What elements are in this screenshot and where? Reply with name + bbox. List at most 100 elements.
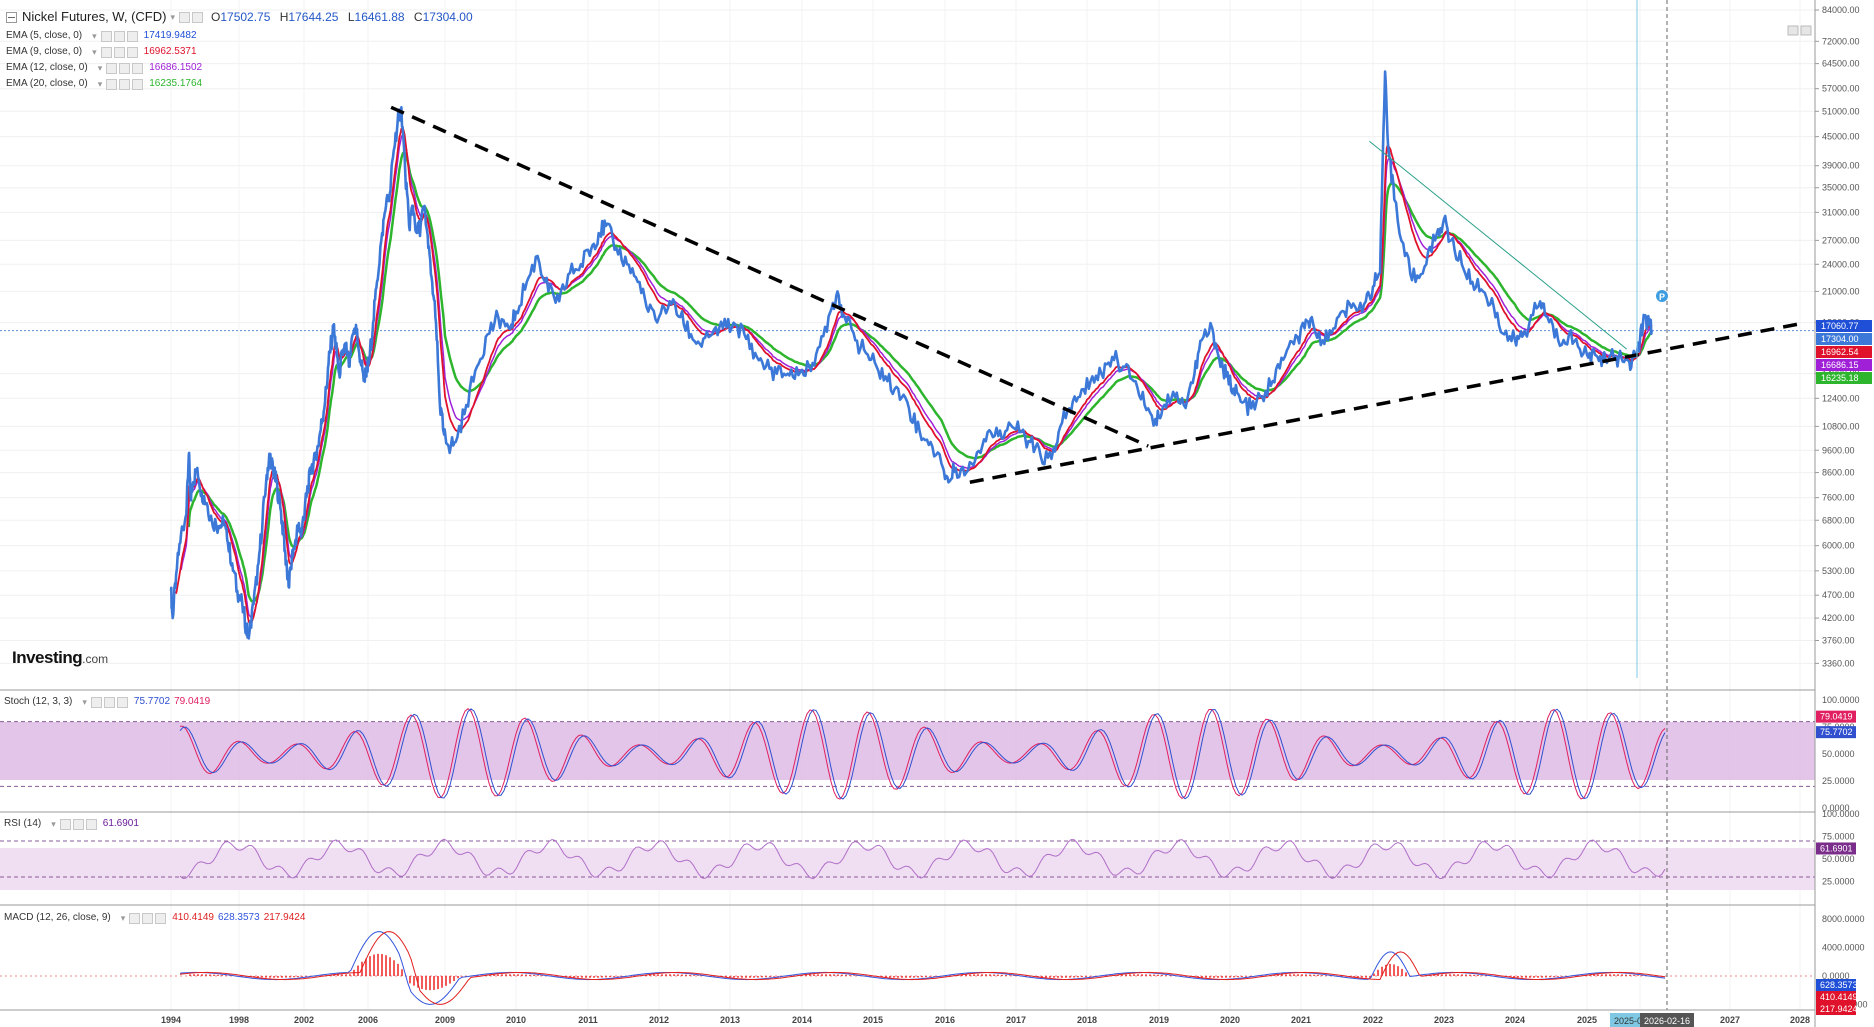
chart-button-1[interactable]	[1787, 25, 1799, 36]
trend-line-2	[969, 322, 1801, 484]
time-tick-label: 2013	[720, 1015, 740, 1025]
close-icon[interactable]	[132, 78, 144, 90]
symbol-title: Nickel Futures, W, (CFD)	[22, 9, 167, 24]
settings-icon[interactable]	[106, 62, 118, 74]
collapse-icon[interactable]	[6, 11, 17, 23]
stoch-tick-label: 50.0000	[1822, 749, 1855, 759]
chevron-down-icon[interactable]: ▾	[97, 63, 103, 73]
macd-badge-box	[1816, 979, 1856, 991]
time-tick-label: 2025	[1577, 1015, 1597, 1025]
settings-icon[interactable]	[59, 818, 71, 830]
price-tick-label: 21000.00	[1822, 286, 1860, 296]
chevron-down-icon[interactable]: ▾	[51, 819, 56, 829]
time-tick-label: 1998	[229, 1015, 249, 1025]
settings-icon[interactable]	[179, 11, 190, 23]
legend-ema9[interactable]: EMA (9, close, 0) ▾ 16962.5371	[6, 44, 479, 60]
price-tick-label: 3760.00	[1822, 636, 1855, 646]
hide-icon[interactable]	[113, 30, 125, 42]
stoch-k-line	[179, 708, 1666, 800]
macd-badge-box	[1816, 991, 1856, 1003]
chart-button-2[interactable]	[1800, 25, 1812, 36]
time-tick-label: 2002	[294, 1015, 314, 1025]
chart-corner-buttons[interactable]	[1787, 25, 1812, 36]
hide-icon[interactable]	[192, 11, 203, 23]
legend-title-row: Nickel Futures, W, (CFD) ▾ O17502.75 H17…	[6, 6, 479, 28]
low-key: L	[347, 10, 355, 24]
legend-ema5[interactable]: EMA (5, close, 0) ▾ 17419.9482	[6, 28, 479, 44]
chevron-down-icon[interactable]: ▾	[82, 697, 87, 707]
close-value: 17304.00	[422, 10, 473, 24]
legend-ema20[interactable]: EMA (20, close, 0) ▾ 16235.1764	[6, 76, 479, 92]
close-icon[interactable]	[132, 62, 144, 74]
macd-tick-label: 8000.0000	[1822, 914, 1865, 924]
close-key: C	[413, 10, 423, 24]
legend-ema12[interactable]: EMA (12, close, 0) ▾ 16686.1502	[6, 60, 479, 76]
price-tick-label: 64500.00	[1822, 59, 1860, 69]
close-icon[interactable]	[85, 818, 97, 830]
price-badge-box	[1816, 346, 1872, 358]
settings-icon[interactable]	[100, 46, 112, 58]
chevron-down-icon[interactable]: ▾	[92, 31, 97, 41]
settings-icon[interactable]	[106, 78, 118, 90]
ema20-line	[187, 150, 1653, 603]
close-icon[interactable]	[116, 696, 128, 708]
macd-badge-box	[1816, 1003, 1856, 1015]
settings-icon[interactable]	[129, 912, 141, 924]
chevron-down-icon[interactable]: ▾	[120, 913, 126, 923]
rsi-band	[0, 848, 1815, 890]
hide-icon[interactable]	[103, 696, 115, 708]
price-tick-label: 31000.00	[1822, 207, 1860, 217]
price-badge-label: 16235.18	[1821, 373, 1859, 383]
rsi-badge-label: 61.6901	[1820, 843, 1853, 853]
time-tick-label: 2019	[1149, 1015, 1169, 1025]
hide-icon[interactable]	[142, 912, 154, 924]
rsi-tick-label: 75.0000	[1822, 832, 1855, 842]
time-tick-label: 2010	[506, 1015, 526, 1025]
settings-icon[interactable]	[90, 696, 102, 708]
rsi-line	[179, 838, 1666, 880]
price-plot	[0, 70, 1815, 640]
high-key: H	[279, 10, 289, 24]
stoch-tick-label: 0.0000	[1822, 803, 1850, 813]
time-tick-label: 2006	[358, 1015, 378, 1025]
hide-icon[interactable]	[113, 46, 125, 58]
time-cursor-labels: 2025-0 2026-02-16	[1610, 1013, 1694, 1027]
cursor-highlight-label: 2025-0	[1614, 1016, 1642, 1026]
hide-icon[interactable]	[119, 62, 131, 74]
high-value: 17644.25	[288, 10, 339, 24]
stoch-d-value: 79.0419	[174, 696, 211, 707]
price-tick-label: 84000.00	[1822, 5, 1860, 15]
ema12-label: EMA (12, close, 0)	[6, 62, 88, 73]
time-tick-label: 2017	[1006, 1015, 1026, 1025]
trend-line-1	[390, 105, 1149, 448]
rsi-tick-label: 50.0000	[1822, 854, 1855, 864]
stoch-badge-box	[1816, 710, 1856, 723]
hide-icon[interactable]	[72, 818, 84, 830]
time-tick-label: 2027	[1720, 1015, 1740, 1025]
close-icon[interactable]	[126, 30, 138, 42]
stoch-legend[interactable]: Stoch (12, 3, 3) ▾ 75.7702 79.0419	[4, 694, 210, 710]
settings-icon[interactable]	[100, 30, 112, 42]
marker-p[interactable]: P	[1656, 290, 1668, 302]
close-icon[interactable]	[126, 46, 138, 58]
price-tick-label: 45000.00	[1822, 132, 1860, 142]
chevron-down-icon[interactable]: ▾	[170, 12, 175, 22]
time-tick-label: 2020	[1220, 1015, 1240, 1025]
hide-icon[interactable]	[119, 78, 131, 90]
time-tick-label: 2022	[1363, 1015, 1383, 1025]
chevron-down-icon[interactable]: ▾	[97, 79, 103, 89]
time-tick-label: 2028	[1790, 1015, 1810, 1025]
price-tick-label: 7600.00	[1822, 493, 1855, 503]
rsi-tick-label: 100.0000	[1822, 809, 1860, 819]
low-value: 16461.88	[354, 10, 405, 24]
price-tick-label: 4200.00	[1822, 613, 1855, 623]
ema20-label: EMA (20, close, 0)	[6, 78, 88, 89]
macd-tick-label: 4000.0000	[1822, 943, 1865, 953]
close-icon[interactable]	[155, 912, 167, 924]
rsi-legend[interactable]: RSI (14) ▾ 61.6901	[4, 816, 139, 832]
price-tick-label: 10800.00	[1822, 421, 1860, 431]
macd-legend[interactable]: MACD (12, 26, close, 9) ▾ 410.4149 628.3…	[4, 910, 305, 926]
chevron-down-icon[interactable]: ▾	[92, 47, 97, 57]
logo-suffix: .com	[82, 652, 109, 666]
